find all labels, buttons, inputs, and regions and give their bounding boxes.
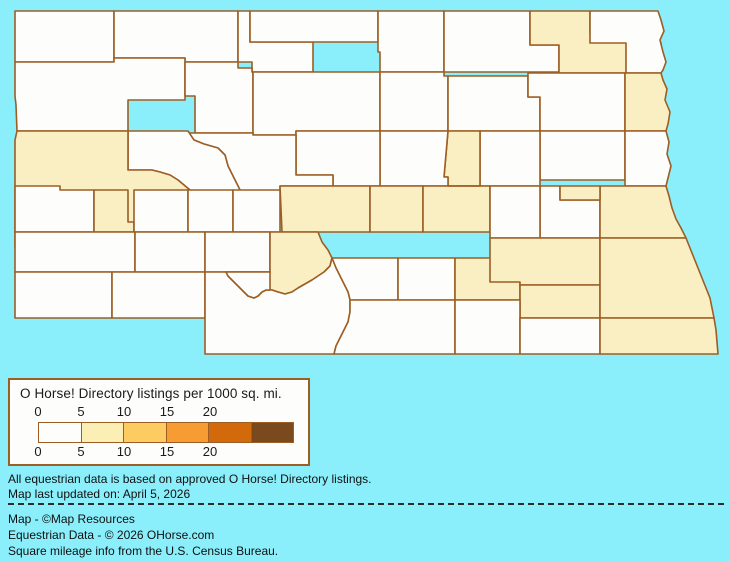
legend-tick-bottom-4: 20	[202, 444, 218, 459]
county-williams[interactable]	[14, 57, 186, 132]
legend-ticks-bottom: 0 5 10 15 20	[10, 444, 312, 460]
county-ward[interactable]	[252, 71, 381, 136]
legend-tick-top-4: 20	[202, 404, 218, 419]
county-billings[interactable]	[93, 189, 135, 233]
legend-swatch-bucket-5-10[interactable]	[124, 423, 167, 442]
legend-tick-top-3: 15	[159, 404, 175, 419]
county-traill[interactable]	[599, 185, 687, 239]
county-cass[interactable]	[599, 237, 715, 319]
legend-tick-top-2: 10	[116, 404, 132, 419]
legend-title: O Horse! Directory listings per 1000 sq.…	[20, 386, 282, 401]
county-grand-forks[interactable]	[624, 130, 672, 187]
state-map[interactable]	[0, 0, 730, 370]
county-kidder[interactable]	[369, 185, 424, 233]
county-ransom[interactable]	[519, 284, 601, 319]
county-slope[interactable]	[14, 231, 136, 273]
legend-swatch-bucket-15-20[interactable]	[209, 423, 252, 442]
county-mchenry[interactable]	[379, 71, 449, 132]
legend-tick-top-0: 0	[34, 404, 42, 419]
county-pierce[interactable]	[447, 75, 541, 132]
legend-swatch-bucket-0-5[interactable]	[81, 423, 124, 442]
legend-swatch-bucket-10-15[interactable]	[166, 423, 209, 442]
county-morton-south-strip[interactable]	[225, 271, 271, 299]
county-ramsey[interactable]	[539, 130, 626, 181]
county-stark[interactable]	[133, 189, 189, 233]
county-bottineau[interactable]	[249, 10, 379, 43]
data-source-note: All equestrian data is based on approved…	[8, 472, 372, 486]
county-oliver[interactable]	[232, 189, 281, 233]
north-dakota-county-map[interactable]	[0, 0, 730, 370]
county-rolette[interactable]	[377, 10, 445, 73]
county-pembina[interactable]	[589, 10, 667, 74]
county-adams[interactable]	[111, 271, 206, 319]
credit-equestrian-data: Equestrian Data - © 2026 OHorse.com	[8, 528, 215, 542]
credit-census-bureau: Square mileage info from the U.S. Census…	[8, 544, 279, 558]
county-sargent[interactable]	[519, 317, 601, 355]
legend-ticks-top: 0 5 10 15 20	[10, 404, 312, 420]
legend-swatch-bucket-20-plus[interactable]	[251, 423, 293, 442]
credit-map-source: Map - ©Map Resources	[8, 512, 135, 526]
county-richland[interactable]	[599, 317, 719, 355]
county-nelson[interactable]	[479, 130, 541, 187]
county-nelson-south[interactable]	[559, 185, 601, 201]
county-mcintosh[interactable]	[333, 299, 456, 355]
county-grant[interactable]	[204, 231, 271, 273]
county-burleigh[interactable]	[279, 185, 371, 233]
county-divide[interactable]	[14, 10, 115, 63]
legend-tick-bottom-0: 0	[34, 444, 42, 459]
legend-box: O Horse! Directory listings per 1000 sq.…	[8, 378, 310, 466]
legend-swatch-bucket-0[interactable]	[39, 423, 82, 442]
county-eddy[interactable]	[443, 130, 481, 187]
county-bowman[interactable]	[14, 271, 113, 319]
county-barnes[interactable]	[489, 237, 601, 286]
county-benson[interactable]	[527, 72, 626, 132]
last-updated-note: Map last updated on: April 5, 2026	[8, 487, 191, 501]
county-hettinger[interactable]	[134, 231, 206, 273]
legend-tick-bottom-1: 5	[77, 444, 85, 459]
county-burke[interactable]	[113, 10, 239, 63]
county-steele[interactable]	[489, 185, 541, 239]
county-mercer[interactable]	[187, 189, 234, 233]
section-divider	[8, 503, 724, 505]
county-wells[interactable]	[379, 130, 449, 187]
county-mountrail[interactable]	[184, 61, 254, 134]
county-golden-valley[interactable]	[14, 185, 95, 233]
legend-color-strip[interactable]	[38, 422, 294, 443]
county-stutsman[interactable]	[422, 185, 491, 233]
legend-tick-top-1: 5	[77, 404, 85, 419]
county-walsh[interactable]	[624, 72, 671, 132]
county-dickey[interactable]	[454, 299, 521, 355]
county-logan[interactable]	[397, 257, 456, 301]
legend-tick-bottom-3: 15	[159, 444, 175, 459]
legend-tick-bottom-2: 10	[116, 444, 132, 459]
